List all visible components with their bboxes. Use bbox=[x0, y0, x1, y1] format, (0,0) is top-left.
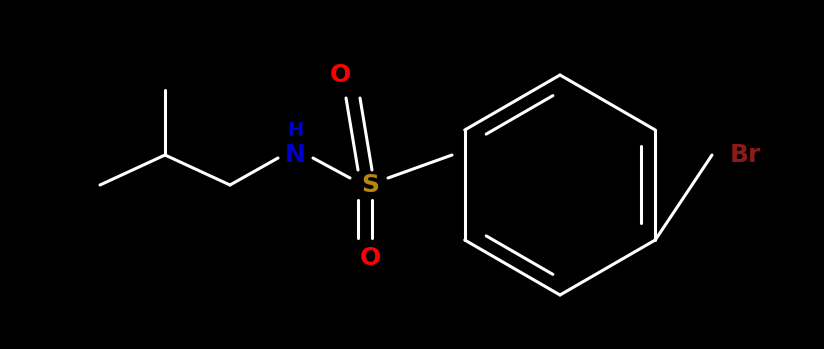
Text: N: N bbox=[284, 143, 306, 167]
Text: S: S bbox=[361, 173, 379, 197]
Text: H: H bbox=[287, 120, 303, 140]
Text: Br: Br bbox=[730, 143, 761, 167]
Text: O: O bbox=[359, 246, 381, 270]
Text: O: O bbox=[330, 63, 351, 87]
